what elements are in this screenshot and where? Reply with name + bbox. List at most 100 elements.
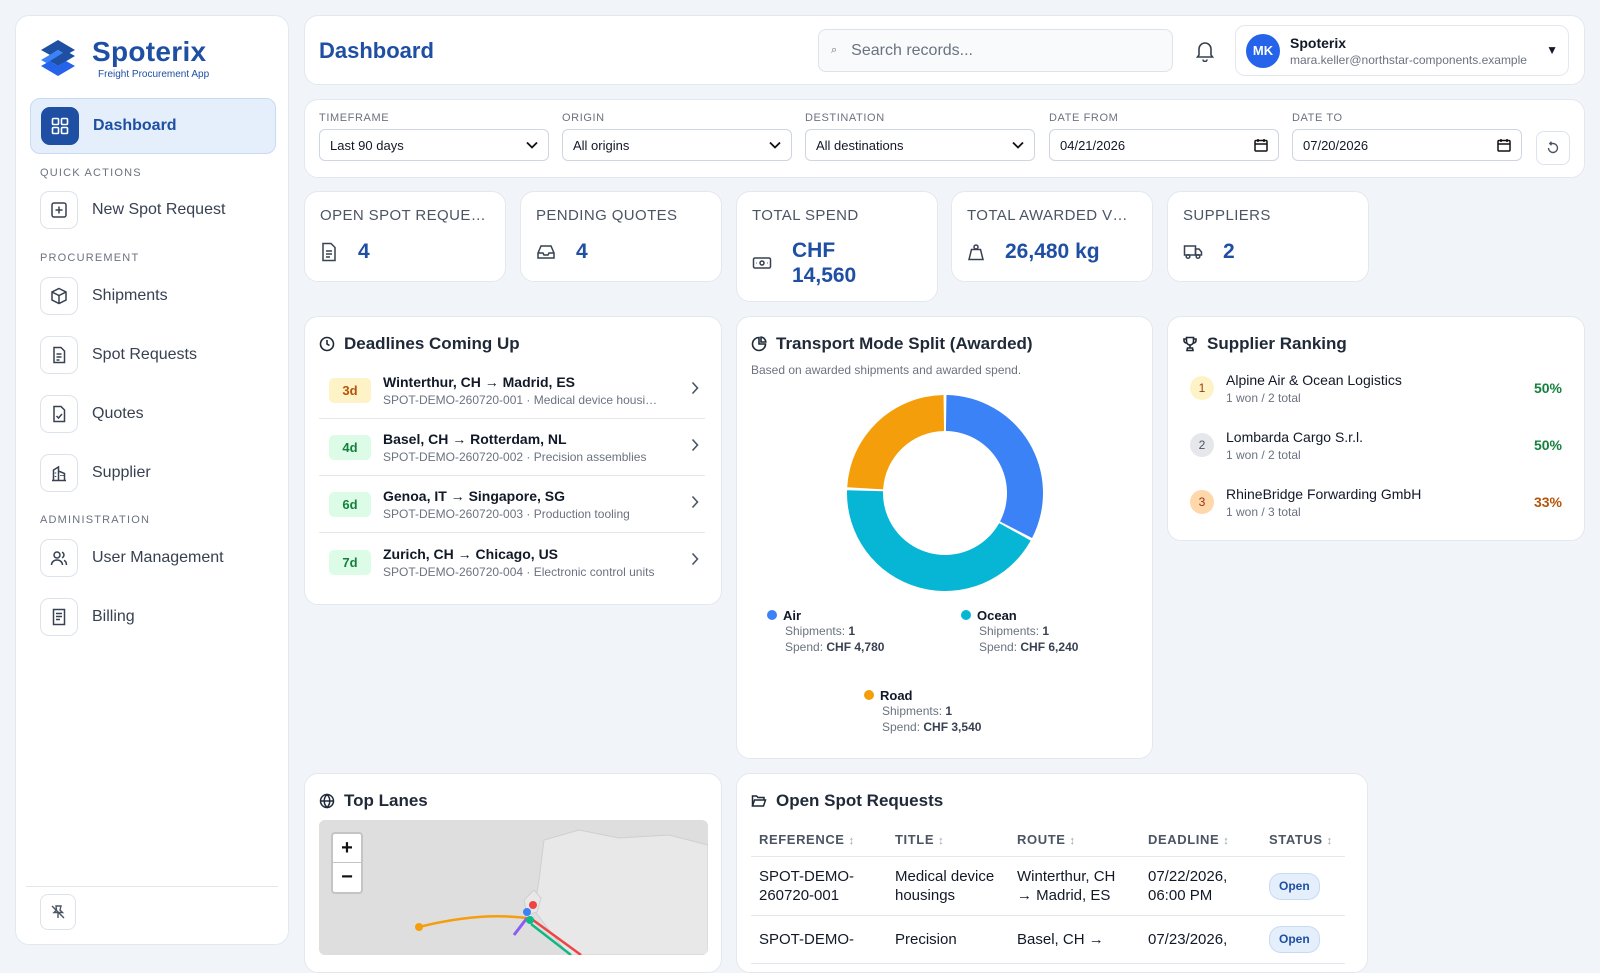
legend-shipments-value: 1 (848, 624, 856, 638)
days-left-badge: 3d (329, 378, 371, 403)
date-value: 07/20/2026 (1303, 137, 1369, 153)
section-label-administration: ADMINISTRATION (40, 514, 151, 526)
sidebar-item-dashboard[interactable]: Dashboard (30, 98, 276, 154)
supplier-stats: 1 won / 3 total (1226, 504, 1301, 519)
folder-open-icon (751, 795, 767, 807)
kpi-value-currency: CHF (792, 239, 836, 262)
lanes-map[interactable]: + − (319, 820, 708, 955)
column-header-route[interactable]: ROUTE ↕ (1009, 824, 1140, 857)
status-badge: Open (1269, 926, 1320, 953)
user-email: mara.keller@northstar-components.example (1290, 52, 1527, 67)
user-menu[interactable]: MK Spoterix mara.keller@northstar-compon… (1235, 25, 1569, 76)
notifications-button[interactable] (1195, 40, 1215, 67)
calendar-icon[interactable] (1497, 138, 1511, 152)
deadline-subtitle: SPOT-DEMO-260720-003 · Production toolin… (383, 507, 630, 521)
section-label-quick-actions: QUICK ACTIONS (40, 167, 142, 179)
supplier-rank-row[interactable]: 3 RhineBridge Forwarding GmbH 1 won / 3 … (1190, 477, 1562, 527)
sidebar-item-spot-requests[interactable]: Spot Requests (30, 327, 276, 383)
map-canvas (415, 829, 708, 955)
kpi-label: SUPPLIERS (1183, 207, 1271, 224)
supplier-rank-row[interactable]: 2 Lombarda Cargo S.r.l. 1 won / 2 total … (1190, 420, 1562, 470)
cell-status: Open (1261, 856, 1345, 916)
app-subtitle: Freight Procurement App (98, 69, 210, 80)
cell-reference: SPOT-DEMO- (751, 915, 887, 964)
pin-off-icon (51, 905, 65, 919)
origin-select[interactable]: All origins (562, 129, 792, 161)
sidebar-item-user-management[interactable]: User Management (30, 530, 276, 586)
search-input[interactable]: ⌕ Search records... (818, 29, 1173, 72)
kpi-open-spot-requests[interactable]: OPEN SPOT REQUESTS 4 (304, 191, 506, 282)
deadline-row[interactable]: 6d Genoa, IT → Singapore, SG SPOT-DEMO-2… (319, 477, 705, 533)
deadline-row[interactable]: 3d Winterthur, CH → Madrid, ES SPOT-DEMO… (319, 363, 705, 419)
deadline-row[interactable]: 4d Basel, CH → Rotterdam, NL SPOT-DEMO-2… (319, 420, 705, 476)
grid-icon (41, 107, 79, 145)
destination-select[interactable]: All destinations (805, 129, 1035, 161)
card-title: Top Lanes (344, 791, 428, 810)
date-from-input[interactable]: 04/21/2026 (1049, 129, 1279, 161)
calendar-icon[interactable] (1254, 138, 1268, 152)
spoterix-logo-icon (41, 40, 75, 76)
rank-number: 1 (1190, 376, 1214, 400)
donut-slice-ocean[interactable] (847, 490, 1031, 591)
timeframe-select[interactable]: Last 90 days (319, 129, 549, 161)
filter-label: DATE FROM (1049, 112, 1119, 124)
document-icon (40, 336, 78, 374)
sidebar-item-label: Quotes (92, 405, 144, 422)
kpi-total-spend[interactable]: TOTAL SPEND CHF 14,560 (736, 191, 938, 302)
rank-number: 3 (1190, 490, 1214, 514)
supplier-name: Lombarda Cargo S.r.l. (1226, 428, 1363, 445)
sidebar-item-billing[interactable]: Billing (30, 589, 276, 645)
column-header-deadline[interactable]: DEADLINE ↕ (1140, 824, 1261, 857)
column-header-title[interactable]: TITLE ↕ (887, 824, 1009, 857)
kpi-label: TOTAL SPEND (752, 207, 859, 224)
kpi-pending-quotes[interactable]: PENDING QUOTES 4 (520, 191, 722, 282)
zoom-in-button[interactable]: + (333, 834, 361, 863)
column-label: TITLE (895, 832, 935, 847)
chevron-down-icon (526, 141, 538, 149)
legend-spend-label: Spend: (882, 720, 921, 734)
package-icon (40, 277, 78, 315)
date-value: 04/21/2026 (1060, 137, 1126, 153)
sidebar-item-quotes[interactable]: Quotes (30, 386, 276, 442)
card-subtitle: Based on awarded shipments and awarded s… (751, 363, 1022, 377)
unpin-sidebar-button[interactable] (40, 894, 76, 930)
user-name: Spoterix (1290, 34, 1347, 51)
kpi-total-awarded-volume[interactable]: TOTAL AWARDED VOLUME 26,480 kg (951, 191, 1153, 282)
sidebar-item-label: New Spot Request (92, 201, 226, 218)
legend-shipments-label: Shipments: (882, 704, 943, 718)
truck-icon (1183, 245, 1203, 260)
transport-donut-chart (847, 395, 1043, 591)
days-left-badge: 4d (329, 435, 371, 460)
sidebar-item-label: Supplier (92, 464, 151, 481)
supplier-rank-row[interactable]: 1 Alpine Air & Ocean Logistics 1 won / 2… (1190, 363, 1562, 413)
chevron-right-icon (691, 381, 699, 395)
sidebar-item-shipments[interactable]: Shipments (30, 268, 276, 324)
reset-filters-button[interactable] (1536, 131, 1570, 165)
cell-title: Medical device housings (887, 856, 1009, 916)
chevron-right-icon (691, 552, 699, 566)
donut-slice-air[interactable] (945, 395, 1043, 538)
date-to-input[interactable]: 07/20/2026 (1292, 129, 1522, 161)
filter-label: ORIGIN (562, 112, 605, 124)
status-badge: Open (1269, 872, 1320, 900)
app-logo[interactable]: Spoterix Freight Procurement App (38, 36, 209, 80)
column-header-reference[interactable]: REFERENCE ↕ (751, 824, 887, 857)
sort-icon: ↕ (1223, 835, 1230, 847)
zoom-out-button[interactable]: − (341, 866, 353, 888)
kpi-suppliers[interactable]: SUPPLIERS 2 (1167, 191, 1369, 282)
days-left-badge: 7d (329, 549, 371, 575)
table-row[interactable]: SPOT-DEMO-260720-001 Medical device hous… (751, 856, 1345, 916)
deadline-row[interactable]: 7d Zurich, CH → Chicago, US SPOT-DEMO-26… (319, 534, 705, 590)
cell-title: Precision (887, 915, 1009, 964)
kpi-value: 4 (576, 240, 588, 263)
kpi-label: OPEN SPOT REQUESTS (320, 207, 490, 224)
table-row[interactable]: SPOT-DEMO- Precision Basel, CH → 07/23/2… (751, 915, 1345, 964)
filter-bar: TIMEFRAME Last 90 days ORIGIN All origin… (304, 99, 1585, 178)
column-header-status[interactable]: STATUS ↕ (1261, 824, 1345, 857)
legend-label: Air (783, 608, 802, 623)
sidebar-item-new-spot-request[interactable]: New Spot Request (30, 182, 276, 238)
column-label: STATUS (1269, 832, 1323, 847)
donut-slice-road[interactable] (847, 395, 945, 490)
app-name: Spoterix (92, 36, 207, 67)
sidebar-item-supplier[interactable]: Supplier (30, 445, 276, 501)
